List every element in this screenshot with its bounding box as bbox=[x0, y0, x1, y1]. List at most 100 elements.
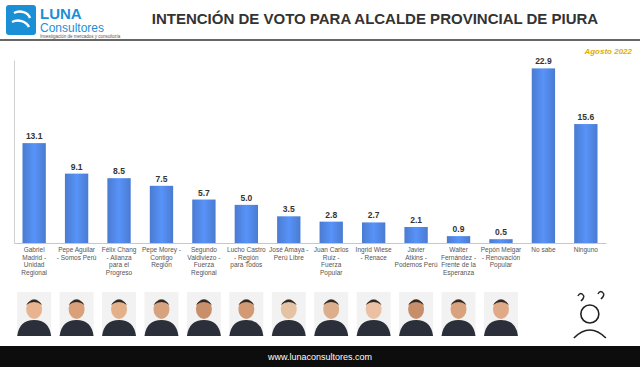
logo-text: Investigación de mercados y consultoría bbox=[40, 34, 121, 39]
portrait bbox=[60, 292, 94, 336]
x-tick: Pepe Morey -ContigoRegión bbox=[142, 243, 181, 269]
x-tick-label: JavierAtkins -Podemos Perú bbox=[395, 246, 438, 268]
x-tick: Pepe Aguilar- Somos Perú bbox=[57, 243, 97, 261]
portrait-body bbox=[314, 320, 348, 336]
x-tick: WalterFernández -Frente de laEsperanza bbox=[441, 243, 476, 277]
data-label: 13.1 bbox=[26, 131, 43, 141]
portrait-hair bbox=[153, 300, 169, 306]
panel bbox=[0, 0, 640, 346]
logo-text: Consultores bbox=[40, 21, 104, 35]
portrait-body bbox=[484, 320, 518, 336]
portrait-head bbox=[238, 299, 254, 319]
logo-mark bbox=[6, 5, 36, 35]
portrait-hair bbox=[366, 300, 382, 306]
subtitle: Agosto 2022 bbox=[583, 47, 632, 56]
bar bbox=[447, 236, 470, 243]
x-tick-label: Lucho Castro- Regiónpara Todos bbox=[227, 246, 266, 269]
portrait-head bbox=[451, 299, 467, 319]
portrait-head bbox=[408, 299, 424, 319]
x-tick-label: Félix Chang- Alianzapara elProgreso bbox=[102, 246, 137, 277]
portrait-bg bbox=[102, 292, 136, 336]
portrait-hair bbox=[451, 300, 467, 306]
x-tick-label: Pepe Aguilar- Somos Perú bbox=[57, 246, 97, 261]
portrait-bg bbox=[187, 292, 221, 336]
portrait-body bbox=[442, 320, 476, 336]
x-tick: JavierAtkins -Podemos Perú bbox=[395, 243, 438, 268]
x-tick-label: Ninguno bbox=[574, 246, 599, 254]
x-tick-label: SegundoValdiviezo -FuerzaRegional bbox=[187, 246, 220, 277]
portrait bbox=[484, 292, 518, 336]
portrait-body bbox=[102, 320, 136, 336]
data-label: 7.5 bbox=[156, 174, 168, 184]
bar bbox=[574, 124, 597, 243]
icon-head bbox=[581, 305, 599, 323]
portrait-body bbox=[60, 320, 94, 336]
x-tick-label: WalterFernández -Frente de laEsperanza bbox=[441, 246, 476, 277]
footer-bar bbox=[0, 346, 640, 367]
x-tick: No sabe bbox=[531, 243, 556, 253]
x-tick: Félix Chang- Alianzapara elProgreso bbox=[102, 243, 137, 277]
data-label: 2.1 bbox=[410, 215, 422, 225]
portrait-bg bbox=[484, 292, 518, 336]
portrait-bg bbox=[60, 292, 94, 336]
portrait bbox=[314, 292, 348, 336]
x-tick-label: Pepón Melgar- RenovaciónPopular bbox=[481, 246, 522, 269]
portrait bbox=[229, 292, 263, 336]
x-tick: José Amaya -Perú Libre bbox=[269, 243, 308, 261]
y-axis-line bbox=[14, 61, 15, 244]
bar bbox=[107, 178, 130, 243]
portrait-hair bbox=[26, 300, 42, 306]
chart: LUNAConsultoresInvestigación de mercados… bbox=[0, 0, 640, 367]
data-label: 5.0 bbox=[240, 193, 252, 203]
portrait bbox=[17, 292, 51, 336]
bar bbox=[192, 200, 215, 243]
x-tick: SegundoValdiviezo -FuerzaRegional bbox=[187, 243, 220, 277]
portrait-hair bbox=[238, 300, 254, 306]
bar bbox=[362, 222, 385, 243]
bar bbox=[22, 143, 45, 243]
logo-text: LUNA bbox=[40, 5, 82, 22]
data-label: 0.5 bbox=[495, 227, 507, 237]
x-axis-line bbox=[15, 243, 607, 244]
portrait-hair bbox=[408, 300, 424, 306]
portrait-head bbox=[493, 299, 509, 319]
portrait-bg bbox=[229, 292, 263, 336]
icon-marks bbox=[578, 292, 604, 302]
website: www.lunaconsultores.com bbox=[267, 352, 372, 362]
portrait bbox=[399, 292, 433, 336]
x-axis: GabrielMadrid -UnidadRegionalPepe Aguila… bbox=[15, 243, 607, 277]
x-tick: Pepón Melgar- RenovaciónPopular bbox=[481, 243, 522, 269]
bar bbox=[320, 222, 343, 243]
portrait-head bbox=[153, 299, 169, 319]
portrait-hair bbox=[323, 300, 339, 306]
x-tick: Juan CarlosRuiz -FuerzaPopular bbox=[314, 243, 349, 277]
header-rule bbox=[0, 39, 640, 41]
title: INTENCIÓN DE VOTO PARA ALCALDE PROVINCIA… bbox=[152, 10, 599, 27]
portrait bbox=[144, 292, 178, 336]
portrait-body bbox=[399, 320, 433, 336]
portrait-hair bbox=[69, 300, 85, 306]
logo-swoosh bbox=[12, 12, 30, 27]
portrait-head bbox=[111, 299, 127, 319]
portrait-bg bbox=[442, 292, 476, 336]
x-tick-label: Juan CarlosRuiz -FuerzaPopular bbox=[314, 246, 349, 277]
portrait-head bbox=[323, 299, 339, 319]
data-label: 9.1 bbox=[71, 162, 83, 172]
portrait bbox=[357, 292, 391, 336]
bar bbox=[65, 174, 88, 243]
portrait bbox=[272, 292, 306, 336]
portrait-head bbox=[26, 299, 42, 319]
x-tick-label: Ingrid Wiese- Renace bbox=[356, 246, 393, 261]
x-tick: Ninguno bbox=[574, 243, 599, 254]
portrait-head bbox=[69, 299, 85, 319]
x-tick-label: Pepe Morey -ContigoRegión bbox=[142, 246, 181, 269]
portraits bbox=[17, 292, 606, 339]
data-label: 5.7 bbox=[198, 188, 210, 198]
portrait-hair bbox=[281, 300, 297, 306]
bar bbox=[404, 227, 427, 243]
portrait-body bbox=[229, 320, 263, 336]
portrait-head bbox=[366, 299, 382, 319]
portrait-head bbox=[196, 299, 212, 319]
portrait bbox=[102, 292, 136, 336]
portrait bbox=[187, 292, 221, 336]
